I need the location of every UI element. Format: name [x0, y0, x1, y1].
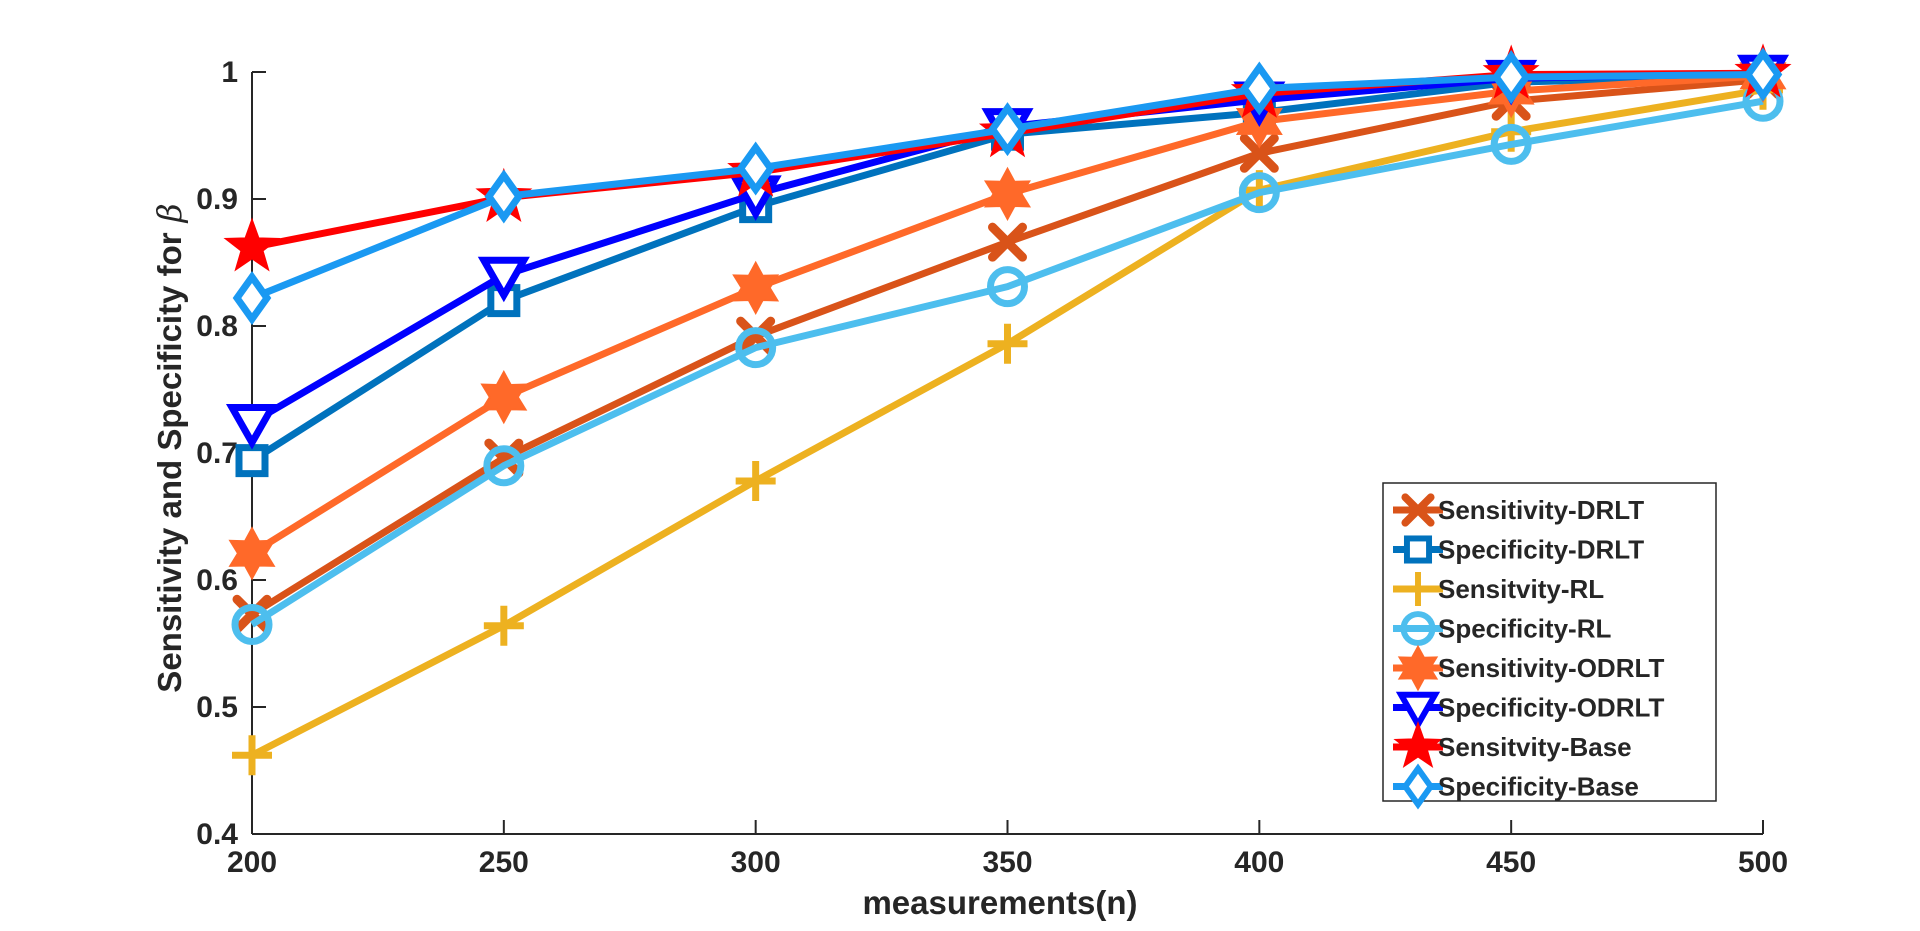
y-axis-title-symbol: β — [150, 203, 189, 224]
square-marker — [235, 444, 269, 478]
legend: Sensitivity-DRLT Specificity-DRLT Sensitvi… — [1382, 482, 1717, 810]
circle-marker — [483, 445, 525, 487]
circle-marker — [231, 603, 273, 645]
legend-entry: Sensitvity-Base — [1393, 721, 1632, 768]
diamond-marker — [1743, 47, 1783, 102]
plus-marker — [483, 605, 524, 646]
diamond-marker — [736, 141, 775, 196]
y-axis-title-text: Sensitivity and Specificity for — [151, 232, 188, 692]
diamond-marker — [232, 271, 272, 326]
legend-entry: Sensitvity-RL — [1393, 572, 1604, 606]
legend-entry: Specificity-ODRLT — [1393, 691, 1664, 731]
hexagram-marker — [732, 260, 780, 315]
y-tick-label: 0.5 — [196, 691, 238, 724]
plus-marker — [232, 735, 272, 776]
x-marker-stroke — [1239, 133, 1279, 173]
legend-entry: Specificity-RL — [1393, 611, 1611, 646]
circle-marker — [1490, 123, 1532, 165]
x-marker — [988, 222, 1027, 262]
legend-label: Specificity-DRLT — [1438, 535, 1644, 565]
x-tick-label: 250 — [479, 846, 529, 879]
x-tick-label: 200 — [227, 846, 277, 879]
legend-label: Sensitivity-ODRLT — [1438, 653, 1664, 683]
plus-marker — [1401, 572, 1435, 606]
y-tick-label: 0.7 — [196, 437, 238, 470]
legend-label: Specificity-Base — [1438, 772, 1639, 802]
triangle-marker — [225, 404, 279, 450]
x-marker — [1239, 133, 1279, 173]
diamond-marker — [1240, 61, 1279, 116]
x-marker-stroke — [988, 222, 1027, 262]
x-tick-label: 450 — [1486, 846, 1536, 879]
hexagram-marker — [228, 526, 276, 581]
triangle-marker — [477, 256, 530, 303]
y-tick-label: 0.9 — [196, 183, 238, 216]
axes: 0.4 0.5 0.6 0.7 0.8 0.9 1 200 250 300 350 400 450 500 — [196, 56, 1788, 879]
y-tick-label: 0.4 — [196, 818, 238, 851]
series-specificity-rl — [231, 80, 1784, 645]
legend-label: Specificity-RL — [1438, 614, 1611, 644]
circle-marker — [735, 327, 777, 369]
y-axis-title: Sensitivity and Specificity for β — [150, 203, 189, 692]
legend-entry: Sensitivity-ODRLT — [1393, 644, 1664, 692]
legend-label: Sensitvity-Base — [1438, 732, 1632, 762]
triangle-marker — [1395, 691, 1441, 731]
pentagram-marker — [1393, 721, 1443, 768]
x-marker-stroke — [1401, 493, 1435, 527]
x-tick-label: 350 — [982, 846, 1032, 879]
plus-marker — [987, 323, 1028, 364]
legend-label: Sensitivity-DRLT — [1438, 495, 1644, 525]
x-marker-stroke — [232, 594, 272, 634]
legend-entry: Specificity-DRLT — [1393, 535, 1644, 565]
x-marker — [1401, 493, 1435, 527]
x-marker-stroke — [736, 316, 776, 356]
x-tick-label: 500 — [1738, 846, 1788, 879]
diamond-marker — [988, 102, 1027, 157]
y-tick-label: 0.8 — [196, 310, 238, 343]
square-marker — [1403, 535, 1433, 564]
diamond-marker — [484, 169, 524, 224]
axis-labels: measurements(n) Sensitivity and Specific… — [150, 203, 1138, 921]
legend-label: Specificity-ODRLT — [1438, 693, 1664, 723]
hexagram-marker — [1397, 644, 1439, 692]
legend-label: Sensitvity-RL — [1438, 574, 1604, 604]
y-tick-label: 0.6 — [196, 564, 238, 597]
x-tick-label: 300 — [731, 846, 781, 879]
diamond-marker — [1491, 50, 1531, 105]
series-specificity-base — [232, 47, 1783, 326]
pentagram-marker — [223, 217, 281, 272]
x-tick-label: 400 — [1234, 846, 1284, 879]
circle-marker — [987, 266, 1028, 308]
series-group — [223, 43, 1792, 776]
hexagram-marker — [983, 166, 1032, 221]
legend-entry: Specificity-Base — [1393, 763, 1639, 810]
circle-marker — [1400, 611, 1436, 646]
y-tick-label: 1 — [221, 56, 238, 89]
plus-marker — [735, 460, 776, 501]
hexagram-marker — [480, 370, 528, 425]
circle-marker — [1238, 172, 1280, 214]
x-marker — [232, 594, 272, 634]
series-line — [250, 97, 1764, 628]
diamond-marker — [1401, 763, 1435, 810]
legend-entry: Sensitivity-DRLT — [1393, 493, 1644, 527]
x-axis-title: measurements(n) — [862, 884, 1137, 921]
